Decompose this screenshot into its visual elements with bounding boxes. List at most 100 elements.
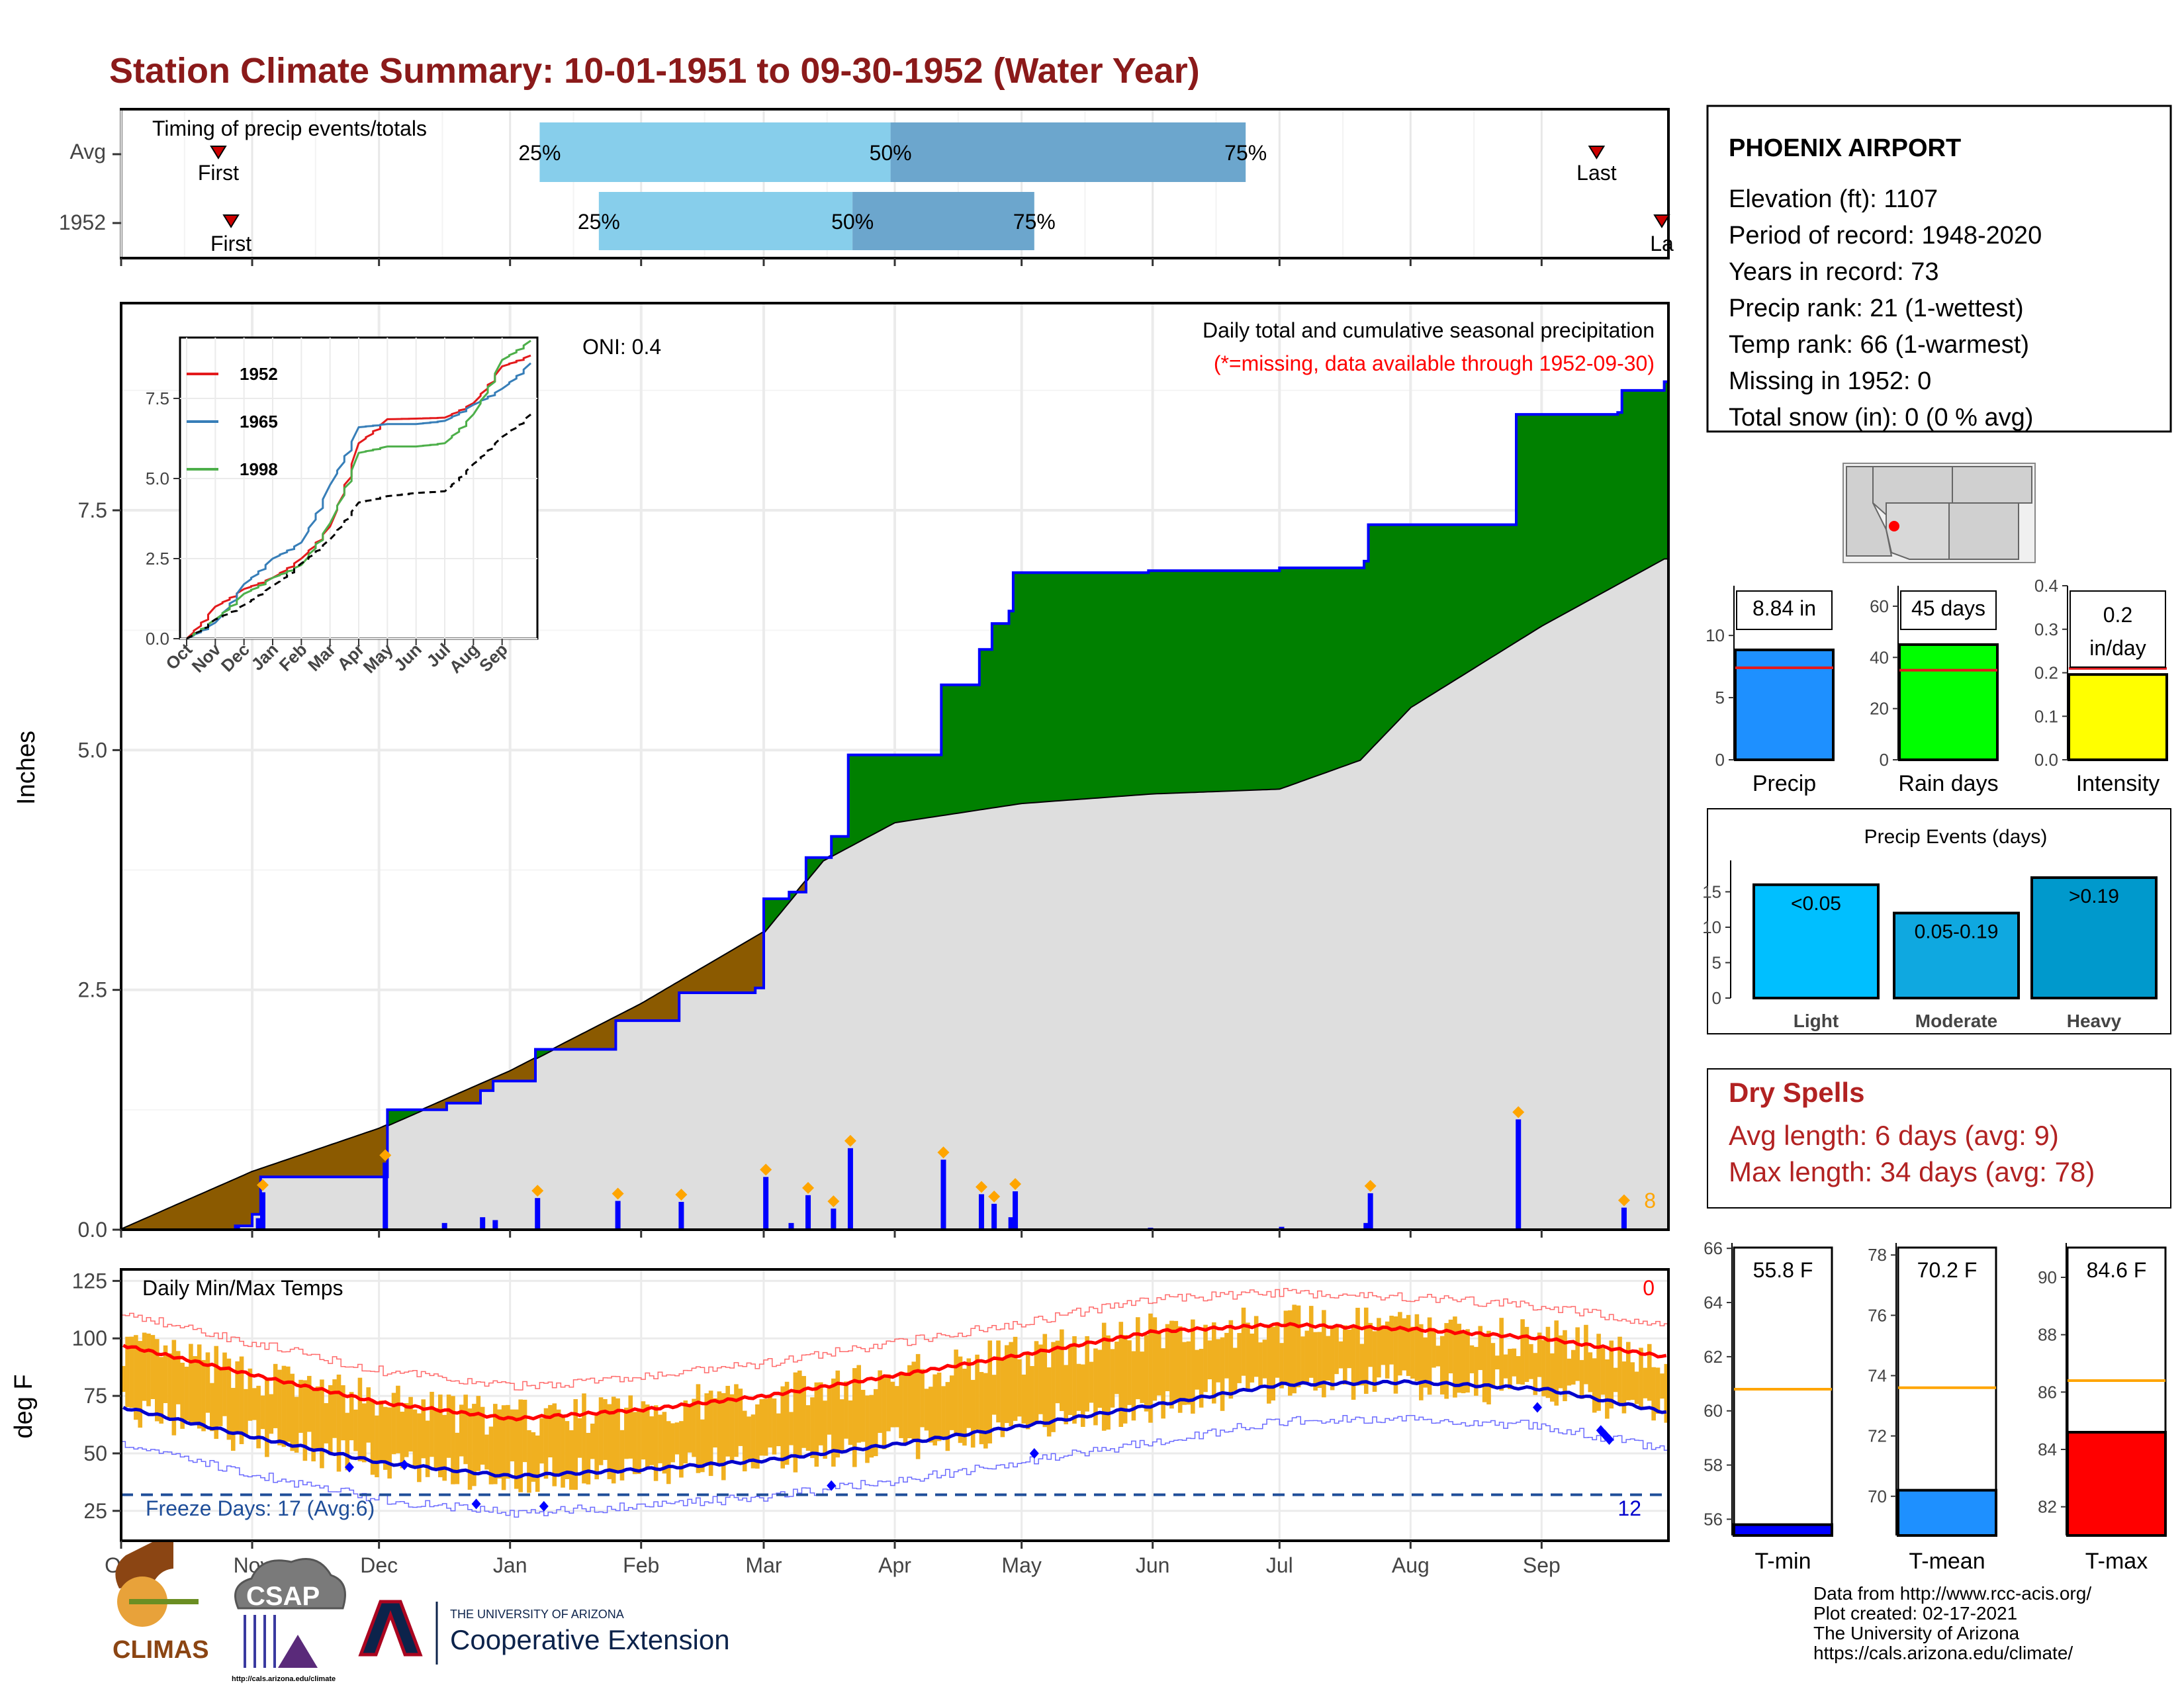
temp-day-bar <box>810 1397 815 1459</box>
temp-day-bar <box>205 1352 210 1413</box>
inset-y-tick-label: 2.5 <box>146 549 169 569</box>
temp-day-bar <box>1554 1320 1559 1406</box>
temp-day-bar <box>1465 1329 1470 1393</box>
temp-day-bar <box>1191 1319 1195 1414</box>
temp-day-bar <box>1499 1318 1504 1391</box>
temp-day-bar <box>1605 1359 1610 1419</box>
temp-day-bar <box>1613 1367 1618 1393</box>
temp-day-bar <box>1165 1324 1170 1392</box>
temp-day-bar <box>1330 1326 1335 1391</box>
station-location-dot <box>1889 521 1899 531</box>
temp-day-bar <box>632 1412 637 1475</box>
temp-day-bar <box>615 1398 620 1473</box>
ua-logo: THE UNIVERSITY OF ARIZONA Cooperative Ex… <box>358 1600 730 1665</box>
temp-day-bar <box>1211 1322 1216 1404</box>
temp-day-bar <box>1482 1334 1487 1402</box>
temp-day-bar <box>1237 1333 1242 1383</box>
temp-day-bar <box>1410 1326 1415 1379</box>
temp-day-bar <box>1072 1336 1077 1424</box>
temp-day-bar <box>1186 1341 1191 1405</box>
heavy-event-marker <box>256 1179 269 1191</box>
temp-day-bar <box>700 1419 705 1473</box>
normal-min-line <box>122 1379 1667 1479</box>
temp-day-bar <box>1021 1374 1026 1424</box>
heavy-event-marker <box>379 1149 392 1162</box>
temp-summary-tick-label: 64 <box>1704 1293 1723 1312</box>
daily-precip-bar <box>1363 1222 1369 1230</box>
temp-summary-tick-label: 88 <box>2038 1325 2057 1345</box>
temp-summary-tick-label: 76 <box>1868 1305 1887 1325</box>
station-missing: Missing in 1952: 0 <box>1729 367 1931 395</box>
daily-precip-bar <box>678 1201 684 1230</box>
temp-y-label: deg F <box>10 1374 38 1438</box>
temp-day-bar <box>1414 1314 1420 1381</box>
temp-day-bar <box>120 1365 126 1393</box>
precip-summary-bars: 0 5 10 8.84 in Precip 0 20 40 60 45 days Rain days… <box>1706 576 2168 796</box>
temp-day-bar <box>150 1335 156 1399</box>
station-snow: Total snow (in): 0 (0 % avg) <box>1729 404 2033 432</box>
temp-day-bar <box>421 1399 426 1459</box>
precip-count: 8 <box>1644 1189 1656 1212</box>
temp-day-bar <box>1655 1367 1661 1414</box>
temp-x-tick-label: Jun <box>1136 1553 1170 1577</box>
temp-day-bar <box>552 1403 557 1486</box>
temp-day-bar <box>1592 1358 1597 1413</box>
temp-day-bar <box>298 1379 303 1433</box>
small-precip-tick-label: 0.2 <box>2034 663 2058 683</box>
small-precip-tick-label: 60 <box>1870 596 1889 616</box>
credit-created: Plot created: 02-17-2021 <box>1813 1603 2017 1623</box>
temp-day-bar <box>1545 1326 1551 1398</box>
temp-day-bar <box>641 1401 646 1460</box>
temp-day-bar <box>362 1403 367 1463</box>
temp-day-bar <box>1453 1316 1457 1398</box>
daily-precip-bar <box>615 1201 621 1230</box>
small-precip-value-box <box>1900 590 1997 630</box>
csap-rain-icon <box>244 1615 276 1668</box>
events-title: Precip Events (days) <box>1864 826 2048 848</box>
temp-day-bar <box>679 1421 684 1478</box>
temp-day-bar <box>1156 1333 1161 1396</box>
low-temp-marker <box>539 1500 549 1512</box>
temp-day-bar <box>1617 1336 1622 1406</box>
precip-y-tick-label: 2.5 <box>78 978 107 1002</box>
inset-y-tick-label: 0.0 <box>146 629 169 649</box>
temp-day-bar <box>979 1371 984 1445</box>
temp-day-bar <box>683 1400 688 1464</box>
station-temp-rank: Temp rank: 66 (1-warmest) <box>1729 331 2029 359</box>
small-precip-tick-label: 0.0 <box>2034 750 2058 770</box>
temp-day-bar <box>375 1415 379 1478</box>
temp-day-bar <box>472 1404 477 1486</box>
temp-day-bar <box>717 1391 722 1463</box>
events-tick-label: 15 <box>1702 882 1721 901</box>
temp-day-bar <box>713 1398 717 1448</box>
daily-precip-bar <box>831 1209 837 1230</box>
temp-day-bar <box>1140 1351 1144 1403</box>
temp-day-bar <box>387 1407 392 1479</box>
temp-day-bar <box>430 1391 434 1457</box>
temp-day-bar <box>928 1387 933 1443</box>
temp-day-bar <box>1393 1316 1398 1394</box>
temp-day-bar <box>1575 1327 1580 1381</box>
temp-day-bar <box>886 1374 891 1432</box>
temp-day-bar <box>1283 1310 1289 1383</box>
temp-day-bar <box>687 1404 692 1453</box>
temp-day-bar <box>171 1340 177 1436</box>
events-bar-label: 0.05-0.19 <box>1915 921 1999 943</box>
temperature-panel: 255075100125OctNovDecJanFebMarAprMayJunJ… <box>10 1268 1670 1577</box>
temp-day-bar <box>1118 1322 1124 1428</box>
csap-url: http://cals.arizona.edu/climate <box>232 1675 336 1683</box>
temp-day-bar <box>129 1336 134 1408</box>
temp-day-bar <box>535 1435 540 1492</box>
temp-x-tick-label: Sep <box>1523 1553 1561 1577</box>
temp-day-bar <box>167 1353 172 1418</box>
temp-day-bar <box>1051 1342 1056 1432</box>
temp-day-bar <box>924 1389 929 1431</box>
temp-day-bar <box>797 1370 802 1457</box>
temp-day-bar <box>345 1412 350 1471</box>
temp-day-bar <box>911 1361 917 1440</box>
temp-day-bar <box>1363 1307 1369 1394</box>
temp-day-bar <box>226 1358 232 1440</box>
temp-summary-frame <box>1733 1246 1833 1537</box>
temp-day-bar <box>1385 1321 1390 1379</box>
temp-day-bar <box>412 1409 418 1467</box>
